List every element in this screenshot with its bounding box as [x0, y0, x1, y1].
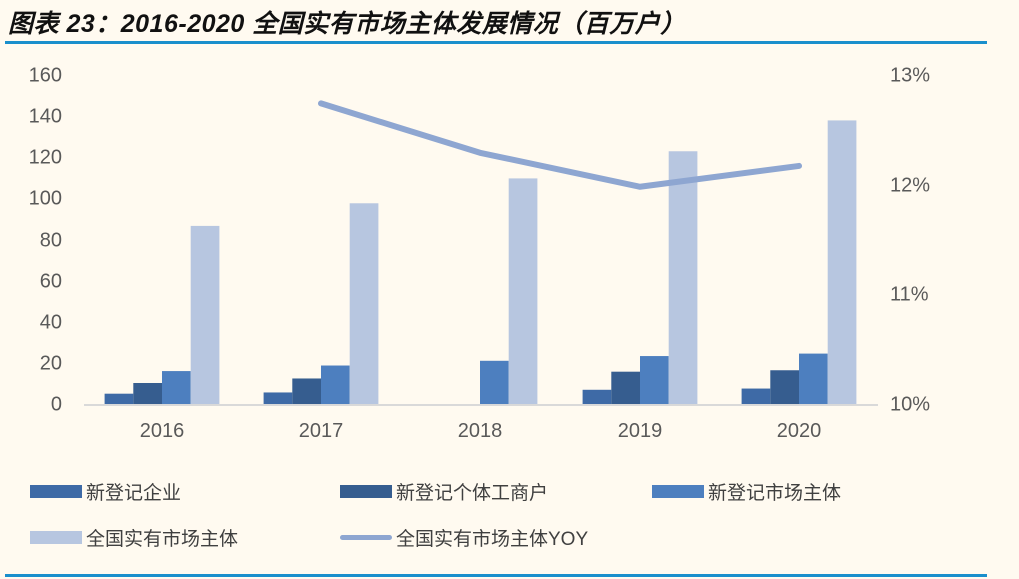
bar [133, 383, 162, 405]
bar [509, 178, 538, 405]
bar [640, 356, 669, 405]
bar [669, 151, 698, 405]
legend-bar-swatch [30, 531, 82, 544]
bar [770, 370, 799, 405]
bar [828, 120, 857, 405]
bottom-rule [5, 574, 987, 577]
bar [742, 389, 771, 405]
legend-item: 新登记企业 [30, 478, 181, 505]
bar [321, 366, 350, 405]
bar [191, 226, 220, 405]
bar [611, 372, 640, 405]
yoy-line [321, 103, 799, 186]
legend-line-swatch [340, 535, 392, 540]
bar [292, 378, 321, 405]
legend-label: 新登记市场主体 [708, 478, 841, 505]
bar [480, 361, 509, 405]
bar-series [105, 120, 857, 405]
legend-item: 新登记市场主体 [652, 478, 841, 505]
bar [264, 392, 293, 405]
legend-item: 新登记个体工商户 [340, 478, 548, 505]
legend-label: 新登记个体工商户 [396, 478, 548, 505]
legend-label: 新登记企业 [86, 478, 181, 505]
bar [162, 371, 191, 405]
bar [799, 354, 828, 405]
legend-item: 全国实有市场主体 [30, 524, 238, 551]
legend-item: 全国实有市场主体YOY [340, 524, 588, 551]
legend-label: 全国实有市场主体 [86, 524, 238, 551]
bar [105, 394, 134, 405]
legend-bar-swatch [30, 485, 82, 498]
legend-bar-swatch [340, 485, 392, 498]
legend-bar-swatch [652, 485, 704, 498]
bar [350, 203, 379, 405]
bar [583, 390, 612, 405]
legend-label: 全国实有市场主体YOY [396, 524, 588, 551]
